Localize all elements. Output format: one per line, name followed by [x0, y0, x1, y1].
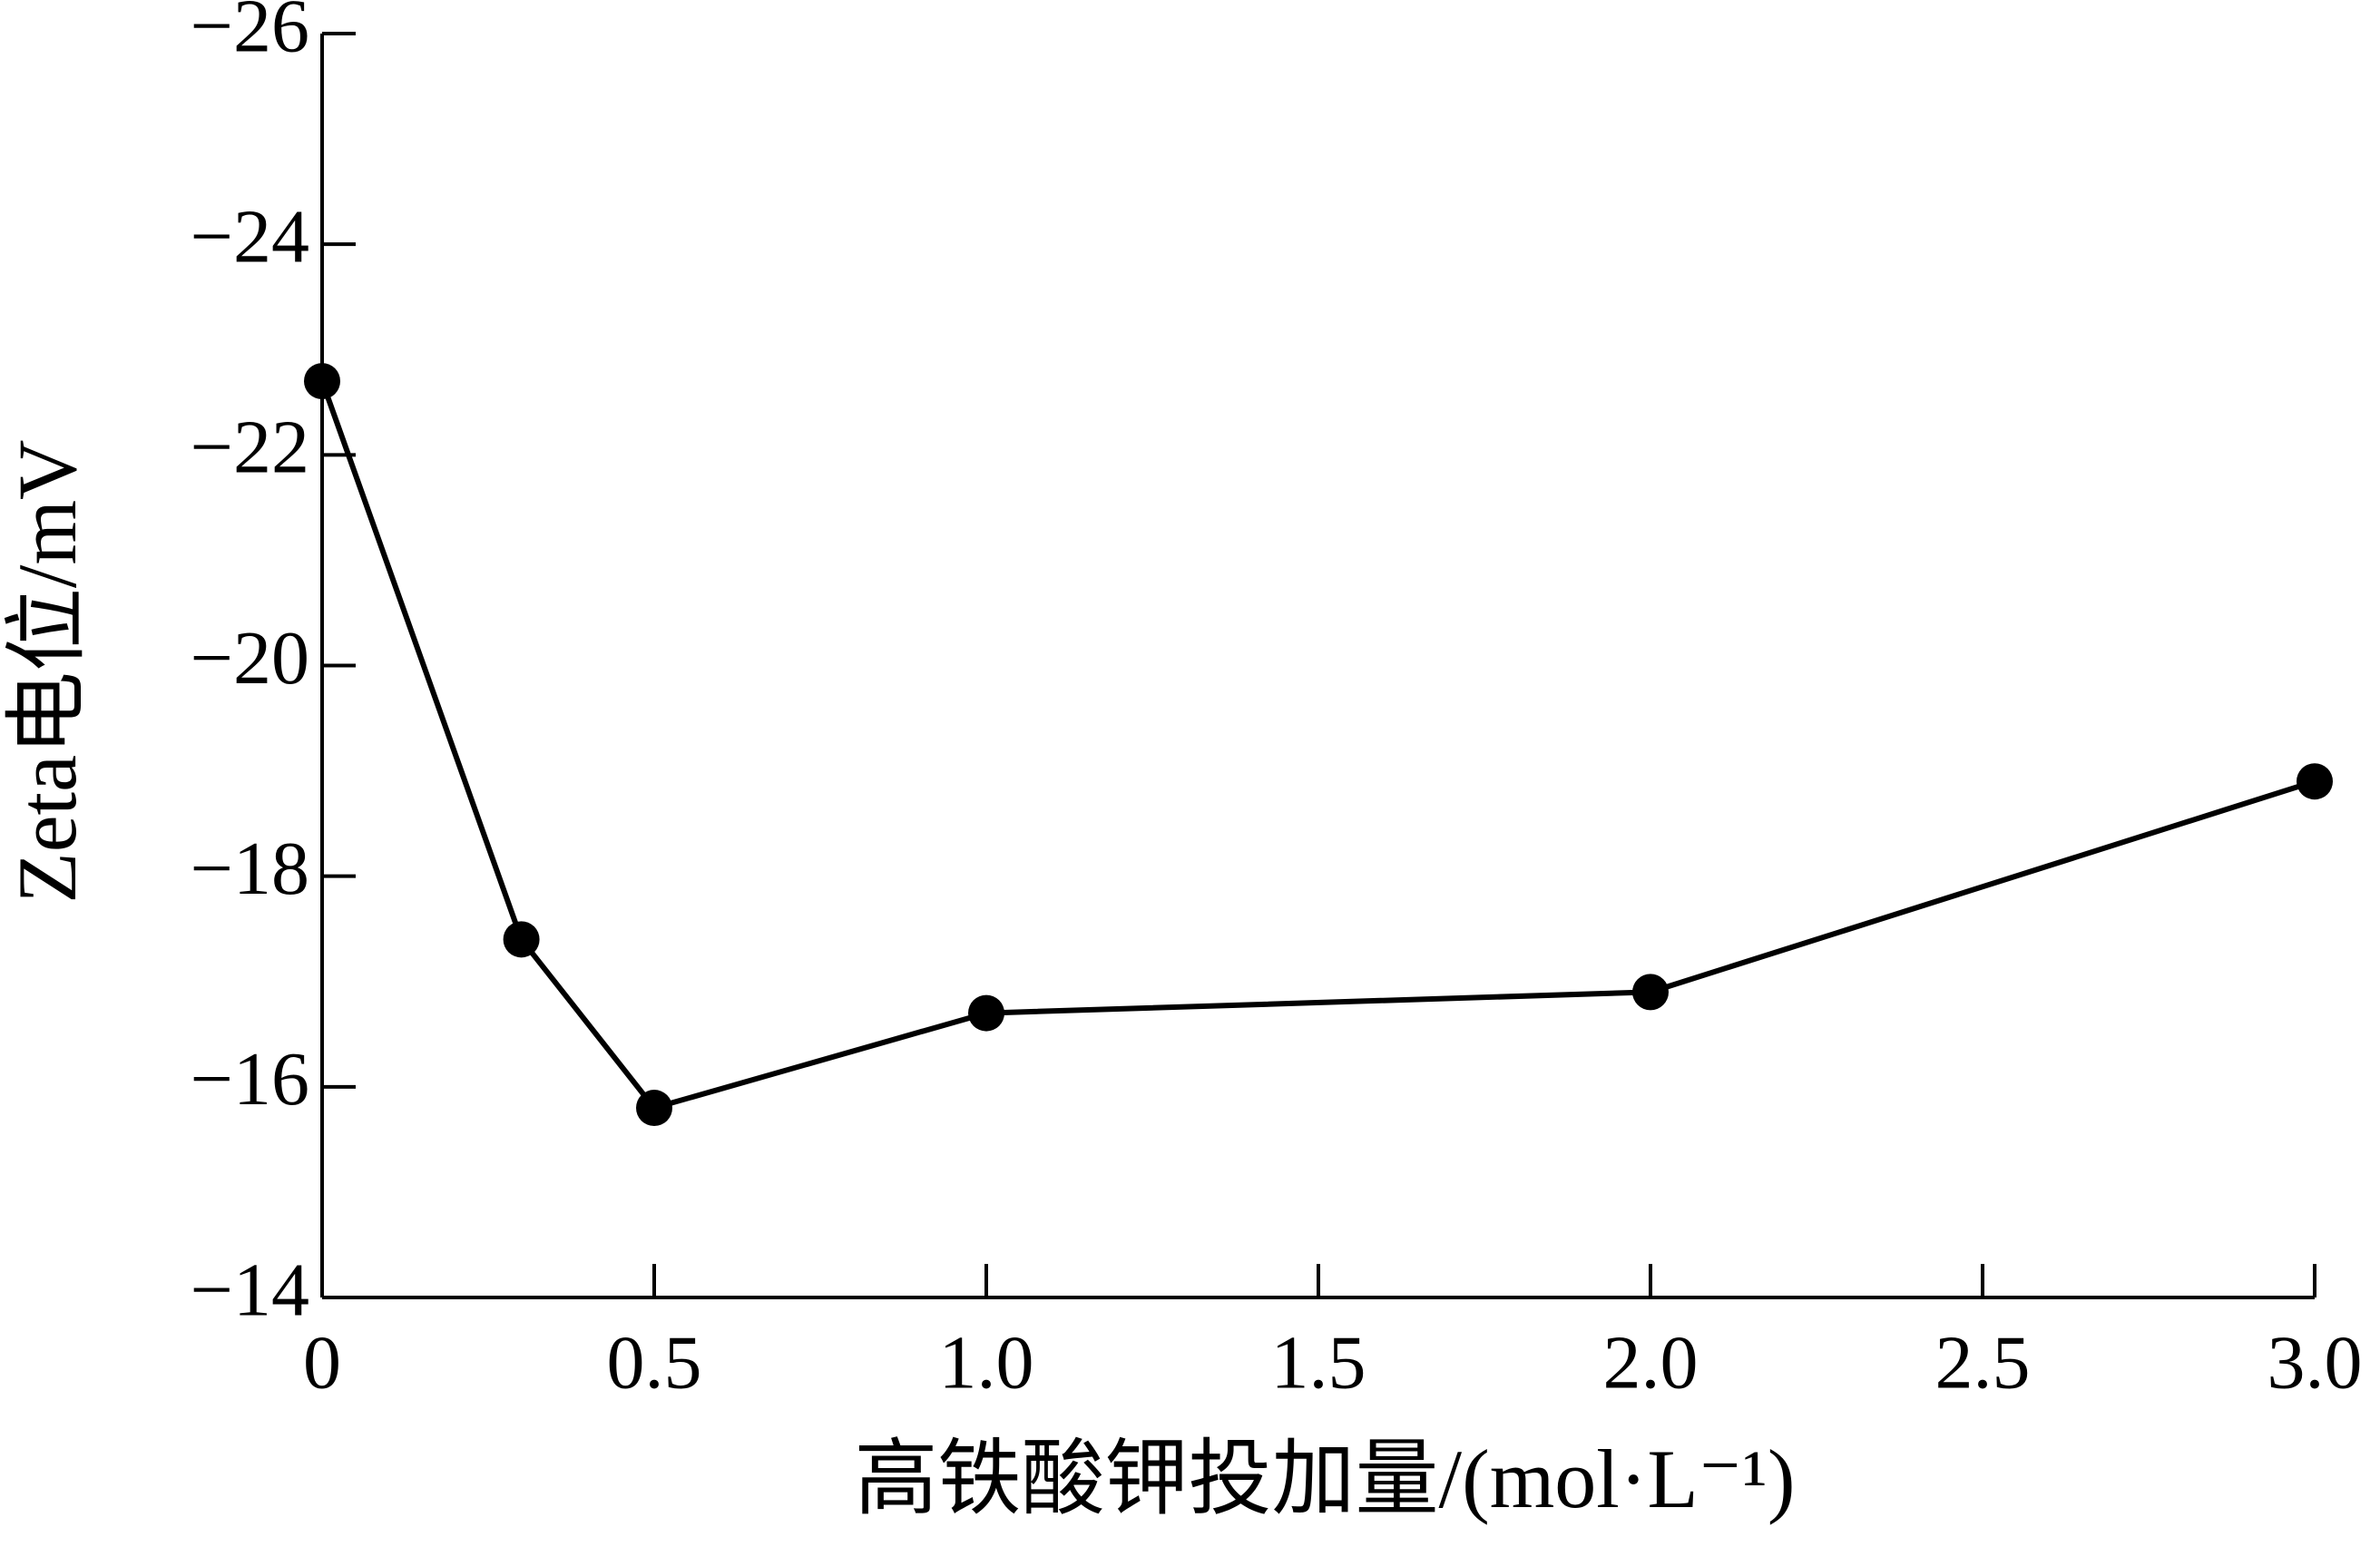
data-point: [2297, 763, 2333, 800]
x-tick-label: 2.5: [1935, 1320, 2031, 1405]
data-point: [304, 363, 340, 400]
x-tick-label: 2.0: [1603, 1320, 1699, 1405]
data-point: [503, 921, 540, 958]
series-line: [319, 380, 2316, 1111]
x-tick-label: 3.0: [2267, 1320, 2363, 1405]
y-tick-label: −20: [191, 616, 309, 700]
x-tick-label: 1.5: [1271, 1320, 1366, 1405]
data-point: [636, 1090, 672, 1127]
data-point: [1632, 974, 1669, 1011]
x-axis-label: 高铁酸钾投加量/(mol·L⁻¹): [855, 1433, 1796, 1525]
y-axis-label: Zeta电位/mV: [1, 440, 93, 904]
y-tick-label: −24: [191, 194, 309, 279]
y-tick-label: −22: [191, 406, 309, 490]
x-tick-label: 0.5: [607, 1320, 702, 1405]
x-tick-label: 0: [303, 1320, 341, 1405]
y-tick-label: −18: [191, 827, 309, 911]
data-point: [968, 994, 1004, 1032]
y-tick-label: −26: [191, 0, 309, 68]
y-tick-label: −14: [191, 1248, 309, 1332]
y-tick-label: −16: [191, 1037, 309, 1121]
x-tick-label: 1.0: [939, 1320, 1034, 1405]
